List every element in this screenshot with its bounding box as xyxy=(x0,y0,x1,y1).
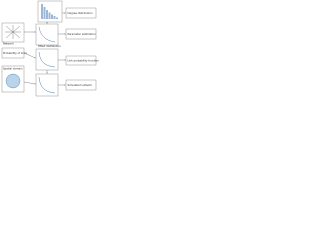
curve-box xyxy=(35,23,59,46)
text-box xyxy=(65,79,97,91)
network-icon xyxy=(5,25,21,39)
text-box xyxy=(65,55,97,66)
node-label: Fitted distribution xyxy=(38,44,61,48)
node-label: Probability of links xyxy=(3,51,27,55)
spatial-domain xyxy=(5,73,21,89)
curve xyxy=(38,76,56,94)
node-label: Link probability function xyxy=(68,59,100,63)
node-label: Degree distribution xyxy=(68,11,93,15)
node-label: Parameter estimation xyxy=(68,32,96,36)
curve xyxy=(38,51,56,68)
node-label: Spatial domain xyxy=(3,67,23,71)
histogram xyxy=(41,4,58,19)
diagram: Degree distribution Network Parameter es… xyxy=(1,0,100,97)
node-label: Network xyxy=(3,42,14,46)
text-box xyxy=(65,28,97,40)
text-box xyxy=(65,7,97,19)
node-label: Simulated network xyxy=(68,83,93,87)
arrows xyxy=(23,12,66,86)
curve-box xyxy=(35,73,59,97)
curve xyxy=(38,26,56,43)
